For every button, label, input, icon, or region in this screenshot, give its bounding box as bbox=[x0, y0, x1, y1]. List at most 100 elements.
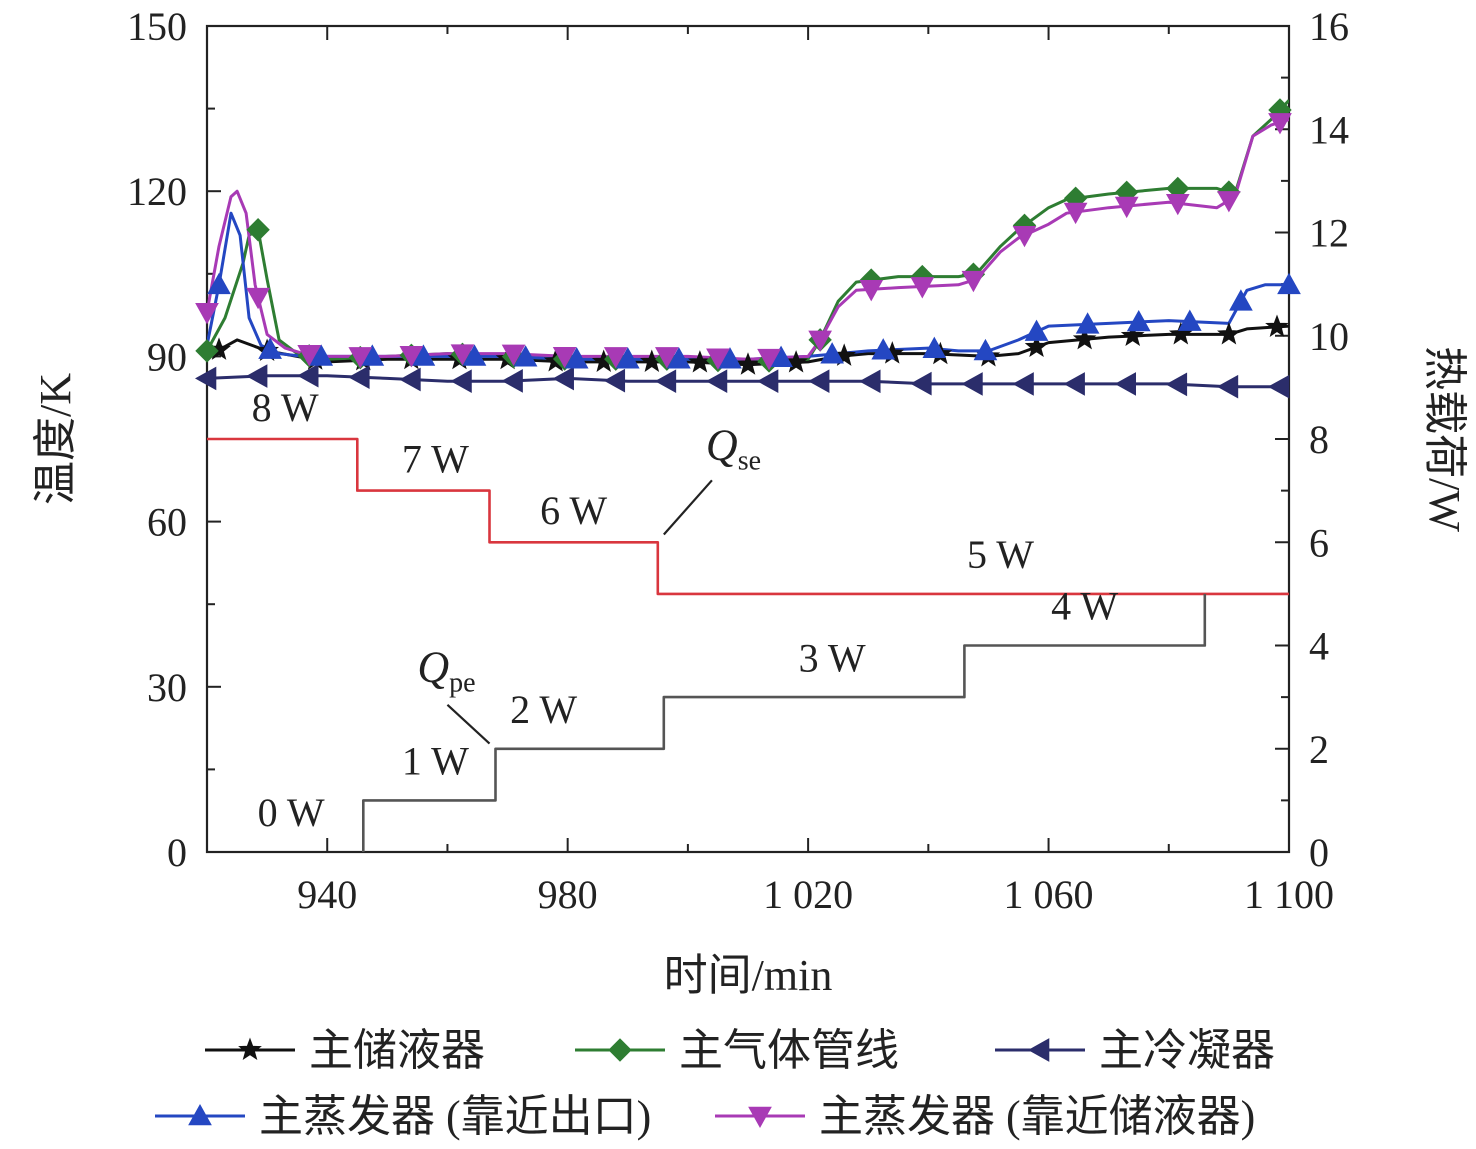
legend-label: 主蒸发器 (靠近储液器) bbox=[819, 1092, 1255, 1141]
step-label: 5 W bbox=[967, 532, 1034, 577]
legend-triangle-left-marker bbox=[1027, 1038, 1050, 1062]
triangle-left-marker bbox=[910, 371, 932, 396]
triangle-up-marker bbox=[1277, 272, 1301, 295]
triangle-up-marker bbox=[667, 347, 691, 369]
triangle-up-marker bbox=[973, 338, 998, 361]
y2-tick-label: 6 bbox=[1309, 520, 1329, 565]
y2-axis-title: 热载荷/W bbox=[1420, 346, 1469, 532]
y2-tick-label: 4 bbox=[1309, 624, 1329, 669]
triangle-left-marker bbox=[1216, 374, 1239, 399]
triangle-up-marker bbox=[615, 347, 640, 369]
x-tick-label: 1 020 bbox=[763, 872, 853, 917]
step-label: 1 W bbox=[402, 739, 469, 784]
triangle-down-marker bbox=[706, 348, 730, 370]
y2-tick-label: 8 bbox=[1309, 417, 1329, 462]
triangle-up-marker bbox=[258, 337, 282, 359]
triangle-left-marker bbox=[450, 369, 472, 394]
x-axis-title: 时间/min bbox=[664, 951, 833, 1000]
triangle-up-marker bbox=[1024, 319, 1049, 341]
triangle-down-marker bbox=[297, 345, 322, 367]
callout-label: Qpe bbox=[417, 643, 475, 699]
triangle-down-marker bbox=[808, 330, 832, 352]
triangle-left-marker bbox=[603, 368, 626, 393]
triangle-down-marker bbox=[501, 344, 526, 366]
triangle-left-marker bbox=[297, 363, 319, 388]
y2-tick-label: 0 bbox=[1309, 830, 1329, 875]
triangle-left-marker bbox=[399, 367, 421, 392]
x-tick-label: 1 100 bbox=[1244, 872, 1334, 917]
triangle-up-marker bbox=[207, 272, 231, 295]
star-marker bbox=[688, 350, 712, 373]
triangle-down-marker bbox=[1165, 193, 1190, 216]
triangle-down-marker bbox=[603, 347, 628, 369]
star-marker bbox=[1024, 334, 1049, 358]
diamond-marker bbox=[246, 218, 270, 242]
y-tick-label: 120 bbox=[127, 169, 187, 214]
triangle-down-marker bbox=[552, 346, 577, 369]
star-marker bbox=[1120, 323, 1145, 347]
triangle-up-marker bbox=[820, 342, 845, 364]
triangle-up-marker bbox=[564, 347, 589, 369]
axes bbox=[205, 24, 1291, 854]
callout-leader bbox=[446, 704, 491, 745]
legend-label: 主储液器 bbox=[309, 1026, 485, 1075]
legend-star-marker bbox=[238, 1037, 262, 1061]
temperature-line-3 bbox=[207, 211, 1289, 361]
triangle-down-marker bbox=[1114, 196, 1139, 219]
tick-labels: 940 980 1 020 1 060 1 1000306090120150024681… bbox=[127, 4, 1349, 917]
legend-item: 主蒸发器 (靠近储液器) bbox=[715, 1092, 1255, 1141]
triangle-left-marker bbox=[1165, 372, 1188, 397]
legend-item: 主气体管线 bbox=[575, 1026, 899, 1075]
triangle-left-marker bbox=[1114, 372, 1136, 396]
legend-item: 主冷凝器 bbox=[995, 1026, 1275, 1075]
triangle-left-marker bbox=[757, 369, 779, 394]
triangle-down-marker bbox=[399, 345, 424, 368]
triangle-down-marker bbox=[1217, 191, 1241, 213]
callout-label: Qse bbox=[706, 421, 761, 477]
x-tick-label: 1 060 bbox=[1004, 872, 1094, 917]
legend-label: 主蒸发器 (靠近出口) bbox=[259, 1092, 651, 1141]
step-label: 2 W bbox=[510, 687, 577, 732]
step-label: 4 W bbox=[1051, 584, 1118, 629]
triangle-left-marker bbox=[654, 369, 677, 394]
triangle-down-marker bbox=[246, 287, 270, 310]
triangle-down-marker bbox=[450, 344, 475, 366]
legend-triangle-down-marker bbox=[748, 1106, 772, 1129]
plot-frame bbox=[205, 24, 1291, 854]
triangle-down-marker bbox=[1012, 225, 1037, 248]
star-marker bbox=[1265, 314, 1289, 337]
x-tick-label: 980 bbox=[538, 872, 598, 917]
step-label: 0 W bbox=[258, 790, 325, 835]
triangle-left-marker bbox=[246, 364, 268, 388]
triangle-down-marker bbox=[961, 270, 986, 293]
step-label: 3 W bbox=[799, 635, 866, 680]
callout-leader bbox=[663, 479, 713, 536]
triangle-up-marker bbox=[1229, 289, 1253, 311]
temperature-line-2 bbox=[207, 374, 1289, 389]
markers-layer bbox=[194, 98, 1301, 399]
triangle-left-marker bbox=[1012, 372, 1034, 396]
triangle-left-marker bbox=[194, 366, 217, 391]
star-marker bbox=[1217, 321, 1241, 345]
legend-item: 主蒸发器 (靠近出口) bbox=[155, 1092, 651, 1141]
star-marker bbox=[1072, 326, 1097, 350]
triangle-left-marker bbox=[348, 365, 370, 390]
y-tick-label: 90 bbox=[147, 334, 187, 379]
legend-label: 主冷凝器 bbox=[1099, 1026, 1275, 1075]
triangle-up-marker bbox=[309, 344, 334, 366]
triangle-up-marker bbox=[462, 344, 487, 366]
triangle-left-marker bbox=[1267, 374, 1290, 399]
step-label: 7 W bbox=[402, 437, 469, 482]
y-tick-label: 60 bbox=[147, 500, 187, 545]
y2-tick-label: 2 bbox=[1309, 727, 1329, 772]
triangle-up-marker bbox=[1126, 309, 1151, 332]
triangle-up-marker bbox=[513, 345, 538, 367]
triangle-up-marker bbox=[871, 338, 896, 360]
legend-diamond-marker bbox=[608, 1038, 632, 1062]
y2-tick-label: 10 bbox=[1309, 314, 1349, 359]
heat-load-step-line-5 bbox=[207, 437, 1289, 596]
y-tick-label: 150 bbox=[127, 4, 187, 49]
y2-tick-label: 14 bbox=[1309, 107, 1349, 152]
triangle-down-marker bbox=[1063, 202, 1088, 225]
